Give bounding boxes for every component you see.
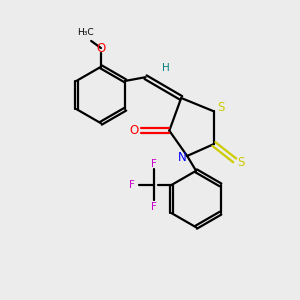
Text: F: F <box>129 180 134 190</box>
Text: S: S <box>238 156 245 169</box>
Text: F: F <box>152 158 157 169</box>
Text: O: O <box>96 42 106 55</box>
Text: F: F <box>152 202 157 212</box>
Text: N: N <box>178 151 187 164</box>
Text: H₃C: H₃C <box>77 28 94 37</box>
Text: S: S <box>217 101 224 114</box>
Text: O: O <box>129 124 138 137</box>
Text: H: H <box>163 63 170 73</box>
